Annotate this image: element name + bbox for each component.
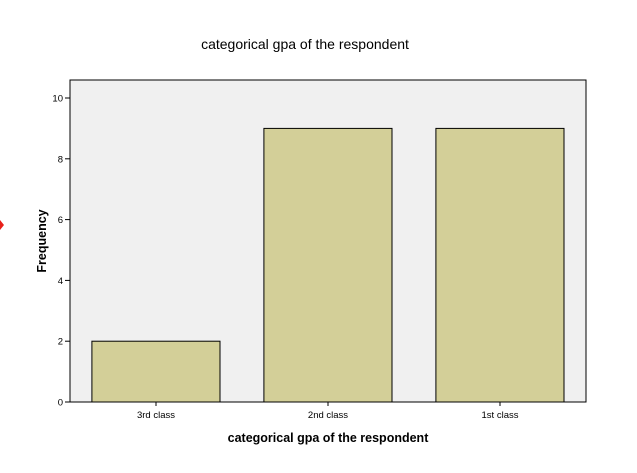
- bar-3rd-class: [91, 340, 221, 403]
- axes-layer: 3rd class 2nd class 1st class 0 2 4 6 8 10: [52, 94, 518, 422]
- y-tick-label: 6: [58, 215, 63, 226]
- red-diamond-marker-icon: [0, 220, 4, 230]
- x-tick-label: 1st class: [482, 410, 519, 421]
- y-tick-label: 10: [52, 94, 63, 105]
- x-tick-label: 2nd class: [308, 410, 348, 421]
- bars-layer: [91, 127, 565, 403]
- y-tick-label: 0: [58, 398, 63, 409]
- chart-title: categorical gpa of the respondent: [201, 36, 409, 52]
- x-tick-label: 3rd class: [137, 410, 175, 421]
- y-tick-label: 8: [58, 154, 63, 165]
- y-axis-label: Frequency: [35, 209, 49, 272]
- y-tick-label: 4: [58, 276, 63, 287]
- bar-1st-class: [435, 127, 565, 403]
- bar-2nd-class: [263, 127, 393, 403]
- x-axis-label: categorical gpa of the respondent: [228, 431, 430, 445]
- y-tick-label: 2: [58, 337, 63, 348]
